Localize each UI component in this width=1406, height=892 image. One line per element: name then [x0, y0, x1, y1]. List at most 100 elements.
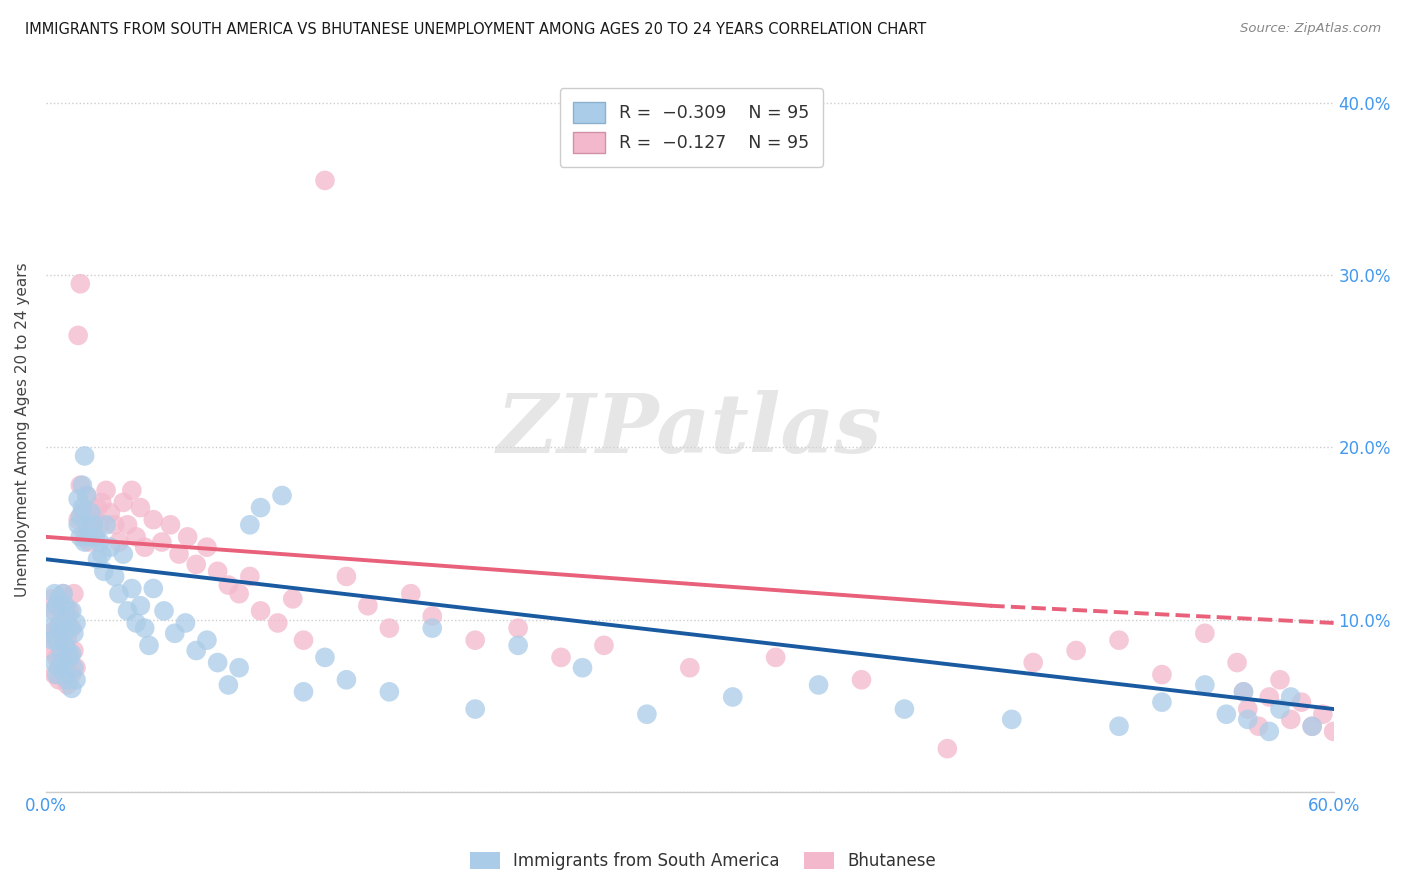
Point	[77, 530, 100, 544]
Point	[228, 661, 250, 675]
Point	[378, 685, 401, 699]
Point	[1323, 724, 1346, 739]
Point	[117, 517, 139, 532]
Point	[52, 587, 75, 601]
Point	[207, 564, 229, 578]
Point	[1064, 643, 1087, 657]
Text: Source: ZipAtlas.com: Source: ZipAtlas.com	[1240, 22, 1381, 36]
Point	[142, 582, 165, 596]
Point	[112, 547, 135, 561]
Point	[104, 569, 127, 583]
Point	[267, 615, 290, 630]
Point	[58, 604, 80, 618]
Point	[72, 500, 94, 515]
Point	[69, 509, 91, 524]
Point	[65, 615, 87, 630]
Point	[56, 609, 79, 624]
Point	[1022, 656, 1045, 670]
Point	[571, 661, 593, 675]
Point	[60, 681, 83, 696]
Point	[1150, 667, 1173, 681]
Point	[765, 650, 787, 665]
Legend: R =  −0.309    N = 95, R =  −0.127    N = 95: R = −0.309 N = 95, R = −0.127 N = 95	[560, 88, 823, 167]
Point	[52, 638, 75, 652]
Point	[53, 638, 76, 652]
Point	[94, 517, 117, 532]
Point	[67, 513, 90, 527]
Point	[80, 506, 103, 520]
Point	[52, 587, 75, 601]
Point	[464, 702, 486, 716]
Point	[65, 661, 87, 675]
Point	[1301, 719, 1323, 733]
Point	[58, 650, 80, 665]
Point	[281, 591, 304, 606]
Point	[39, 626, 62, 640]
Point	[60, 667, 83, 681]
Point	[550, 650, 572, 665]
Point	[82, 517, 104, 532]
Point	[53, 599, 76, 613]
Point	[63, 587, 86, 601]
Point	[117, 604, 139, 618]
Point	[163, 626, 186, 640]
Point	[41, 591, 63, 606]
Point	[636, 707, 658, 722]
Point	[48, 591, 70, 606]
Point	[45, 633, 67, 648]
Point	[142, 513, 165, 527]
Point	[239, 569, 262, 583]
Point	[1291, 695, 1313, 709]
Point	[63, 661, 86, 675]
Point	[104, 517, 127, 532]
Point	[112, 495, 135, 509]
Point	[1279, 690, 1302, 704]
Point	[98, 540, 121, 554]
Point	[1258, 690, 1281, 704]
Point	[314, 650, 336, 665]
Point	[98, 506, 121, 520]
Point	[89, 535, 111, 549]
Point	[1226, 656, 1249, 670]
Point	[249, 604, 271, 618]
Point	[48, 661, 70, 675]
Point	[52, 626, 75, 640]
Point	[80, 517, 103, 532]
Point	[76, 489, 98, 503]
Point	[271, 489, 294, 503]
Point	[89, 517, 111, 532]
Point	[65, 673, 87, 687]
Point	[1215, 707, 1237, 722]
Point	[86, 552, 108, 566]
Point	[39, 621, 62, 635]
Point	[67, 517, 90, 532]
Point	[52, 656, 75, 670]
Point	[292, 685, 315, 699]
Point	[195, 633, 218, 648]
Point	[228, 587, 250, 601]
Point	[1247, 719, 1270, 733]
Point	[125, 615, 148, 630]
Point	[73, 530, 96, 544]
Point	[45, 667, 67, 681]
Point	[378, 621, 401, 635]
Point	[1301, 719, 1323, 733]
Point	[195, 540, 218, 554]
Point	[69, 530, 91, 544]
Point	[176, 530, 198, 544]
Point	[48, 599, 70, 613]
Point	[593, 638, 616, 652]
Point	[53, 667, 76, 681]
Point	[77, 535, 100, 549]
Point	[56, 633, 79, 648]
Point	[357, 599, 380, 613]
Point	[53, 609, 76, 624]
Point	[1001, 712, 1024, 726]
Point	[1108, 633, 1130, 648]
Point	[69, 277, 91, 291]
Legend: Immigrants from South America, Bhutanese: Immigrants from South America, Bhutanese	[463, 845, 943, 877]
Point	[60, 621, 83, 635]
Point	[49, 656, 72, 670]
Point	[49, 615, 72, 630]
Point	[807, 678, 830, 692]
